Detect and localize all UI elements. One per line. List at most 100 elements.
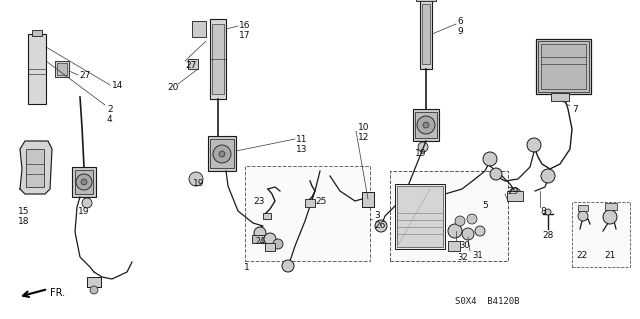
Bar <box>420 0 432 69</box>
Bar <box>551 93 569 101</box>
Circle shape <box>448 224 462 238</box>
Text: 20: 20 <box>167 83 179 92</box>
Circle shape <box>467 214 477 224</box>
Text: 28: 28 <box>542 231 554 240</box>
Circle shape <box>545 209 551 215</box>
Text: 27: 27 <box>79 70 90 79</box>
Text: 1: 1 <box>244 263 250 271</box>
Circle shape <box>490 168 502 180</box>
Circle shape <box>417 116 435 134</box>
Text: 26: 26 <box>374 220 385 229</box>
Bar <box>265 243 275 251</box>
Text: 14: 14 <box>112 80 124 90</box>
Bar <box>192 21 206 37</box>
Text: 25: 25 <box>315 197 326 205</box>
Text: 16: 16 <box>239 21 250 31</box>
Bar <box>538 41 589 92</box>
Text: S0X4  B4120B: S0X4 B4120B <box>456 297 520 306</box>
Bar <box>408 199 420 209</box>
Bar <box>578 205 588 211</box>
Text: 19: 19 <box>193 179 205 188</box>
Text: FR.: FR. <box>50 288 65 298</box>
Bar <box>55 61 69 77</box>
Bar <box>212 24 224 94</box>
Circle shape <box>455 216 465 226</box>
Text: 17: 17 <box>239 32 250 41</box>
Bar <box>395 184 445 249</box>
Circle shape <box>219 151 225 157</box>
Circle shape <box>90 286 98 294</box>
Text: 18: 18 <box>18 217 29 226</box>
Bar <box>208 136 236 171</box>
Circle shape <box>189 172 203 186</box>
Circle shape <box>603 210 617 224</box>
Text: 15: 15 <box>18 206 29 216</box>
Text: 21: 21 <box>604 250 616 259</box>
Text: 10: 10 <box>358 122 369 131</box>
Bar <box>57 63 67 75</box>
Bar <box>252 235 268 243</box>
Circle shape <box>483 152 497 166</box>
Bar <box>263 213 271 219</box>
Circle shape <box>273 239 283 249</box>
Bar <box>536 39 591 94</box>
Bar <box>188 59 198 69</box>
Bar <box>362 192 374 207</box>
Circle shape <box>462 228 474 240</box>
Circle shape <box>264 233 276 245</box>
Circle shape <box>282 260 294 272</box>
Bar <box>572 202 630 267</box>
Bar <box>448 241 460 251</box>
Bar <box>245 166 370 261</box>
Text: 27: 27 <box>185 62 196 70</box>
Text: 5: 5 <box>482 201 488 210</box>
Text: 6: 6 <box>457 17 463 26</box>
Circle shape <box>423 122 429 128</box>
Text: 23: 23 <box>253 197 264 205</box>
Text: 31: 31 <box>472 250 483 259</box>
Text: 2: 2 <box>107 105 113 114</box>
Circle shape <box>509 188 521 200</box>
Bar <box>413 109 439 141</box>
Bar <box>305 199 315 207</box>
Text: 12: 12 <box>358 132 369 142</box>
Text: 3: 3 <box>374 211 380 219</box>
Polygon shape <box>20 141 52 194</box>
Text: 13: 13 <box>296 145 307 153</box>
Bar <box>397 186 443 247</box>
Bar <box>210 139 234 168</box>
Text: 24: 24 <box>256 236 266 246</box>
Text: 11: 11 <box>296 135 307 144</box>
Circle shape <box>82 198 92 208</box>
Circle shape <box>254 227 266 239</box>
Text: 22: 22 <box>577 250 588 259</box>
Text: 8: 8 <box>540 206 546 216</box>
Text: 29: 29 <box>507 187 518 196</box>
Bar <box>32 30 42 36</box>
Bar <box>72 167 96 197</box>
Circle shape <box>76 174 92 190</box>
Text: 4: 4 <box>107 115 113 123</box>
Text: 32: 32 <box>457 253 468 262</box>
Circle shape <box>81 179 87 185</box>
Bar <box>415 112 437 138</box>
Text: 19: 19 <box>415 149 426 158</box>
Bar <box>390 171 508 261</box>
Circle shape <box>541 169 555 183</box>
Bar <box>605 203 617 210</box>
Circle shape <box>375 220 387 232</box>
Bar <box>507 191 523 201</box>
Circle shape <box>418 142 428 152</box>
Bar <box>87 277 101 287</box>
Circle shape <box>578 211 588 221</box>
Bar <box>422 4 430 64</box>
Bar <box>541 44 586 89</box>
Bar <box>26 149 44 187</box>
Bar <box>416 0 436 1</box>
Circle shape <box>527 138 541 152</box>
Bar <box>28 34 46 104</box>
Circle shape <box>475 226 485 236</box>
Bar <box>210 19 226 99</box>
Text: 30: 30 <box>459 241 470 249</box>
Text: 19: 19 <box>78 207 90 217</box>
